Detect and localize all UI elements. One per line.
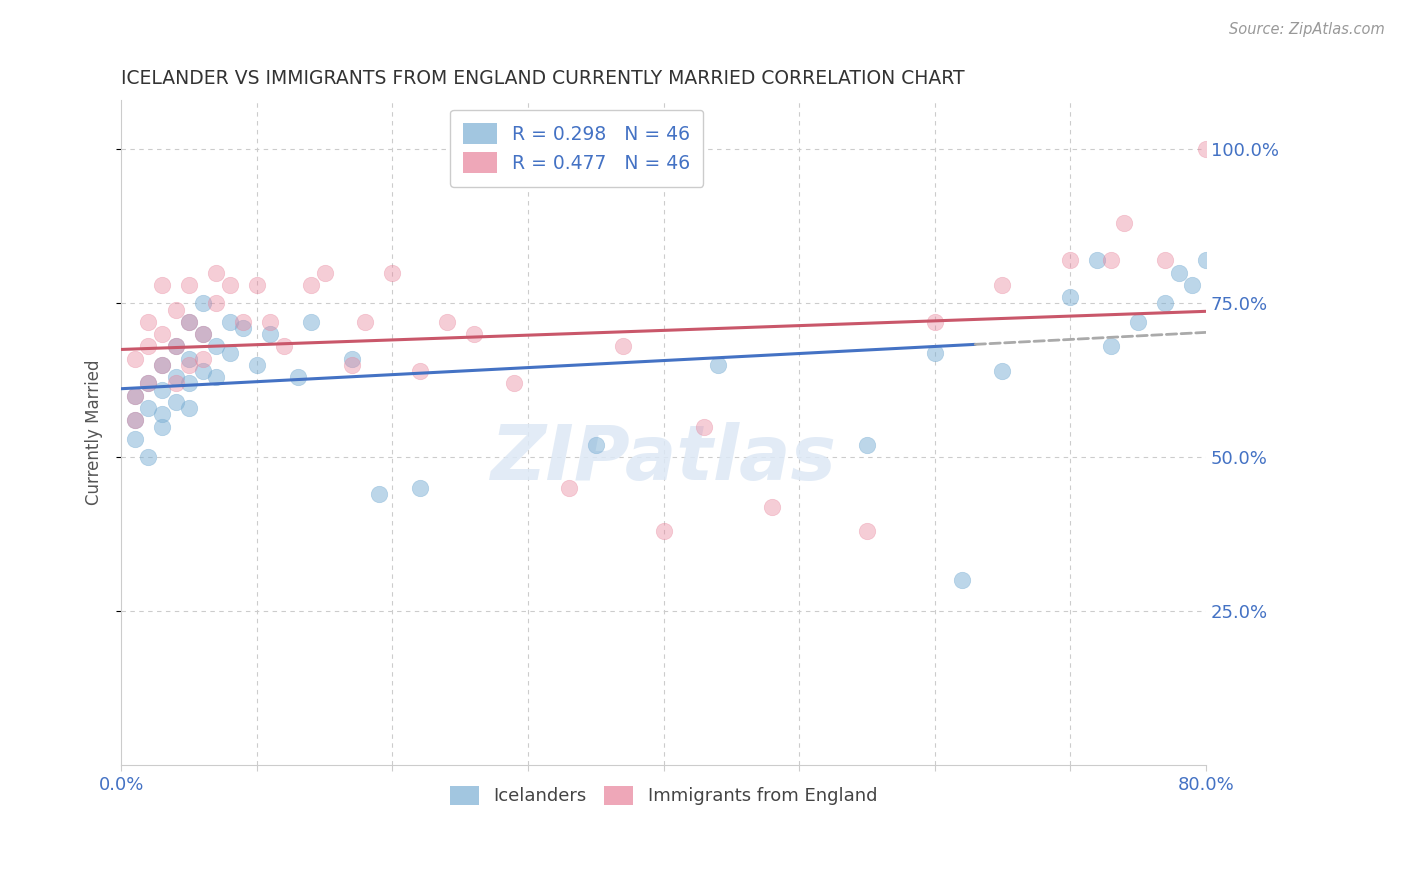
Point [299,277,322,292]
Point [165,370,187,384]
Point [408,364,430,378]
Point [218,315,240,329]
Legend: Icelanders, Immigrants from England: Icelanders, Immigrants from England [443,779,884,813]
Text: Source: ZipAtlas.com: Source: ZipAtlas.com [1229,22,1385,37]
Point [1099,253,1122,268]
Point [273,339,295,353]
Point [150,407,173,421]
Point [165,339,187,353]
Point [259,327,281,342]
Point [179,315,201,329]
Point [138,401,160,415]
Point [246,358,269,372]
Point [1167,266,1189,280]
Point [138,339,160,353]
Point [950,574,973,588]
Point [191,296,214,310]
Point [991,364,1014,378]
Point [191,351,214,366]
Point [856,438,879,452]
Point [761,500,783,514]
Point [124,432,146,446]
Text: ICELANDER VS IMMIGRANTS FROM ENGLAND CURRENTLY MARRIED CORRELATION CHART: ICELANDER VS IMMIGRANTS FROM ENGLAND CUR… [121,69,965,87]
Point [124,389,146,403]
Point [124,413,146,427]
Text: ZIPatlas: ZIPatlas [491,422,837,496]
Point [232,315,254,329]
Point [259,315,281,329]
Point [340,358,363,372]
Point [503,376,526,391]
Point [706,358,728,372]
Point [218,277,240,292]
Point [463,327,485,342]
Point [1181,277,1204,292]
Point [124,389,146,403]
Point [179,401,201,415]
Point [232,321,254,335]
Point [856,524,879,539]
Point [150,383,173,397]
Point [1154,253,1177,268]
Point [138,376,160,391]
Point [205,370,228,384]
Point [124,413,146,427]
Point [924,345,946,359]
Point [165,395,187,409]
Point [585,438,607,452]
Point [150,358,173,372]
Point [1195,253,1218,268]
Point [408,481,430,495]
Point [287,370,309,384]
Point [150,327,173,342]
Point [205,266,228,280]
Point [150,358,173,372]
Point [1114,216,1136,230]
Point [557,481,579,495]
Point [138,376,160,391]
Point [165,339,187,353]
Point [179,277,201,292]
Point [652,524,675,539]
Point [138,450,160,465]
Point [314,266,336,280]
Point [191,327,214,342]
Point [138,315,160,329]
Point [299,315,322,329]
Point [179,376,201,391]
Point [218,345,240,359]
Point [205,296,228,310]
Point [367,487,389,501]
Point [1099,339,1122,353]
Point [1154,296,1177,310]
Point [436,315,458,329]
Point [165,376,187,391]
Point [1085,253,1108,268]
Point [179,351,201,366]
Point [991,277,1014,292]
Point [693,419,716,434]
Point [165,302,187,317]
Point [191,364,214,378]
Point [150,419,173,434]
Point [612,339,634,353]
Point [179,358,201,372]
Point [354,315,377,329]
Point [924,315,946,329]
Point [1059,290,1081,304]
Point [1195,143,1218,157]
Point [150,277,173,292]
Y-axis label: Currently Married: Currently Married [86,360,103,506]
Point [1059,253,1081,268]
Point [246,277,269,292]
Point [124,351,146,366]
Point [340,351,363,366]
Point [179,315,201,329]
Point [191,327,214,342]
Point [1126,315,1149,329]
Point [205,339,228,353]
Point [381,266,404,280]
